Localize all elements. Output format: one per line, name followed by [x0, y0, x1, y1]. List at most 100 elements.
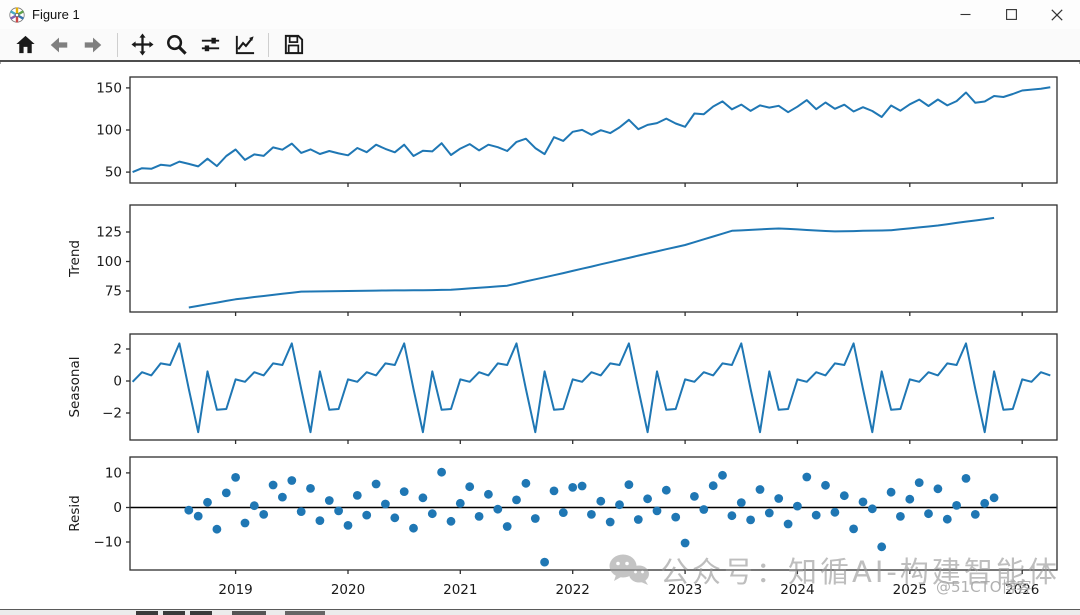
- data-point: [952, 501, 961, 510]
- data-point: [793, 501, 802, 511]
- data-point: [587, 510, 596, 519]
- data-point: [558, 508, 568, 517]
- data-point: [849, 524, 858, 534]
- data-point: [240, 518, 250, 528]
- data-point: [643, 494, 652, 504]
- data-point: [343, 521, 353, 530]
- data-point: [774, 494, 784, 503]
- data-point: [680, 538, 690, 548]
- data-point: [296, 507, 306, 516]
- home-button[interactable]: [9, 31, 41, 59]
- data-point: [652, 506, 662, 516]
- data-point: [474, 512, 484, 521]
- data-point: [362, 510, 372, 520]
- y-tick-label: −2: [102, 406, 122, 422]
- close-button[interactable]: [1034, 0, 1080, 29]
- decomposition-figure: 50 100 150 75 100 125 Trend −2 0 2 Seasonal −10 0 10 2…: [67, 76, 1058, 598]
- x-tick-label: 2020: [331, 582, 365, 598]
- minimize-button[interactable]: [942, 0, 988, 29]
- back-button[interactable]: [43, 31, 75, 59]
- save-button[interactable]: [277, 31, 309, 59]
- data-point: [624, 480, 634, 489]
- data-point: [352, 491, 362, 500]
- data-point: [287, 476, 297, 485]
- data-point: [989, 493, 999, 503]
- data-point: [371, 479, 381, 489]
- data-point: [708, 481, 718, 491]
- data-point: [942, 514, 952, 524]
- data-point: [324, 496, 334, 505]
- y-tick-label: 10: [105, 465, 122, 481]
- toolbar-separator: [268, 32, 269, 57]
- x-tick-label: 2025: [893, 582, 927, 598]
- data-point: [390, 513, 400, 523]
- data-point: [530, 514, 540, 523]
- data-point: [259, 510, 269, 519]
- y-tick-label: 2: [113, 342, 122, 358]
- data-point: [727, 511, 737, 521]
- data-point: [811, 510, 821, 520]
- data-point: [540, 557, 549, 567]
- close-icon: [1051, 8, 1063, 21]
- forward-icon: [84, 37, 102, 52]
- data-point: [970, 510, 980, 519]
- y-tick-label: 150: [96, 80, 122, 96]
- x-tick-label: 2021: [443, 582, 477, 598]
- cropped-bottom-row: [0, 609, 1080, 615]
- y-tick-label: −10: [94, 535, 123, 551]
- data-point: [484, 489, 493, 499]
- data-point: [577, 481, 587, 491]
- y-tick-label: 125: [96, 225, 122, 241]
- y-tick-label: 75: [105, 284, 122, 300]
- data-point: [418, 493, 428, 503]
- forward-button[interactable]: [77, 31, 109, 59]
- customize-button[interactable]: [228, 31, 260, 59]
- data-point: [690, 492, 699, 501]
- x-tick-label: 2026: [1005, 582, 1039, 598]
- seasonal-ylabel: Seasonal: [67, 356, 83, 417]
- data-point: [764, 508, 774, 518]
- data-point: [409, 523, 418, 533]
- resid-ylabel: Resid: [67, 495, 83, 531]
- data-point: [671, 512, 681, 522]
- figure-canvas[interactable]: 50 100 150 75 100 125 Trend −2 0 2 Seasonal −10 0 10 2…: [0, 64, 1080, 609]
- data-point: [521, 478, 531, 488]
- data-point: [399, 487, 409, 496]
- zoom-button[interactable]: [160, 31, 192, 59]
- data-point: [596, 496, 606, 506]
- seasonal-line: [131, 342, 1051, 434]
- data-point: [446, 516, 456, 526]
- axes-spines: [129, 204, 1058, 313]
- observed-line: [132, 86, 1051, 174]
- navigation-toolbar: [0, 29, 1080, 62]
- data-point: [203, 497, 212, 507]
- data-point: [512, 495, 521, 505]
- x-tick-label: 2022: [556, 582, 590, 598]
- data-point: [755, 485, 765, 494]
- data-point: [193, 511, 203, 521]
- data-point: [249, 501, 259, 511]
- data-point: [858, 497, 868, 507]
- data-point: [699, 505, 709, 514]
- axes-spines: [129, 76, 1058, 184]
- data-point: [221, 488, 231, 498]
- axes-spines: [129, 456, 1058, 571]
- pan-button[interactable]: [126, 31, 158, 59]
- data-point: [802, 472, 812, 482]
- maximize-button[interactable]: [988, 0, 1034, 29]
- x-tick-label: 2024: [780, 582, 814, 598]
- y-tick-label: 0: [113, 374, 122, 390]
- data-point: [268, 480, 278, 490]
- data-point: [231, 473, 241, 482]
- x-tick-label: 2019: [218, 582, 252, 598]
- data-point: [605, 517, 615, 527]
- subplots-button[interactable]: [194, 31, 226, 59]
- data-point: [278, 492, 287, 502]
- data-point: [455, 498, 465, 508]
- resid-points: [184, 467, 999, 567]
- trend-line: [188, 216, 995, 309]
- subplot-trend: 75 100 125 Trend: [67, 204, 1058, 316]
- data-point: [427, 509, 437, 519]
- cropped-glyph: [136, 611, 158, 615]
- x-tick-label: 2023: [668, 582, 702, 598]
